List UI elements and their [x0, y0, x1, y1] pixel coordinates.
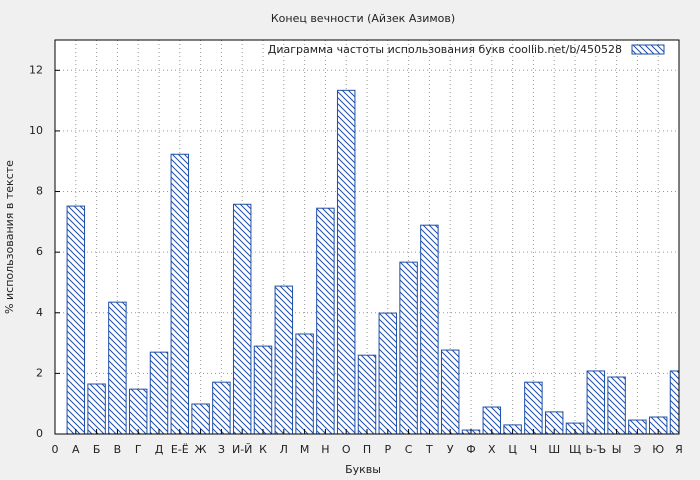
x-tick-label: Г — [135, 443, 142, 456]
x-tick-label: Щ — [569, 443, 581, 456]
x-tick-label: А — [72, 443, 80, 456]
bar — [149, 351, 169, 434]
bar — [378, 312, 398, 434]
x-tick-label: Ц — [508, 443, 517, 456]
bar — [336, 89, 356, 434]
x-tick-label: Л — [280, 443, 288, 456]
y-tick-label: 0 — [36, 427, 43, 440]
bar — [128, 388, 148, 434]
bar — [565, 422, 585, 434]
x-tick-label: В — [114, 443, 122, 456]
x-tick-label: О — [342, 443, 351, 456]
bar — [170, 153, 190, 434]
bar — [295, 333, 314, 434]
x-tick-label: Ж — [195, 443, 207, 456]
x-tick-label: Д — [155, 443, 164, 456]
y-axis-label: % использования в тексте — [3, 160, 16, 314]
x-tick-label: М — [300, 443, 310, 456]
x-tick-label: Ч — [530, 443, 538, 456]
x-tick-label: С — [405, 443, 413, 456]
x-tick-label: К — [259, 443, 267, 456]
x-tick-label: Е-Ё — [171, 443, 189, 456]
bar — [628, 419, 647, 434]
bar — [544, 411, 564, 434]
y-tick-label: 8 — [36, 185, 43, 198]
bar — [108, 301, 127, 434]
y-tick-label: 4 — [36, 306, 43, 319]
x-tick-label: Б — [93, 443, 101, 456]
bar — [524, 381, 543, 434]
x-tick-label: Ь-Ъ — [585, 443, 606, 456]
x-tick-label: Я — [675, 443, 683, 456]
bar — [420, 224, 439, 434]
x-tick-label: Ы — [612, 443, 622, 456]
x-tick-label: Р — [384, 443, 391, 456]
x-tick-label: Ш — [548, 443, 560, 456]
bar — [399, 261, 418, 434]
y-tick-label: 2 — [36, 366, 43, 379]
legend-swatch — [631, 44, 665, 55]
x-tick-label: Т — [425, 443, 433, 456]
bar — [586, 370, 606, 434]
bar — [357, 354, 377, 434]
bar — [66, 205, 86, 434]
legend-label: Диаграмма частоты использования букв coo… — [268, 43, 622, 56]
x-tick-label: П — [363, 443, 371, 456]
x-tick-label: И-Й — [232, 443, 252, 456]
bar — [607, 376, 626, 434]
x-tick-label: Ю — [652, 443, 664, 456]
x-tick-label: Х — [488, 443, 496, 456]
bar — [440, 349, 460, 434]
bar — [191, 403, 210, 434]
x-tick-label: Э — [634, 443, 642, 456]
y-tick-label: 10 — [29, 124, 43, 137]
x-tick-label: 0 — [52, 443, 59, 456]
x-tick-label: У — [447, 443, 454, 456]
bar — [87, 383, 106, 434]
x-axis-label: Буквы — [345, 463, 381, 476]
x-tick-label: Н — [321, 443, 329, 456]
bar — [316, 207, 335, 434]
y-tick-label: 12 — [29, 63, 43, 76]
x-tick-label: Ф — [466, 443, 475, 456]
bar — [212, 381, 231, 434]
y-tick-label: 6 — [36, 245, 43, 258]
x-tick-label: З — [218, 443, 225, 456]
bar — [482, 406, 502, 434]
bar — [253, 345, 273, 434]
bar — [232, 203, 252, 434]
bar — [274, 285, 294, 434]
chart-title: Конец вечности (Айзек Азимов) — [271, 12, 455, 25]
